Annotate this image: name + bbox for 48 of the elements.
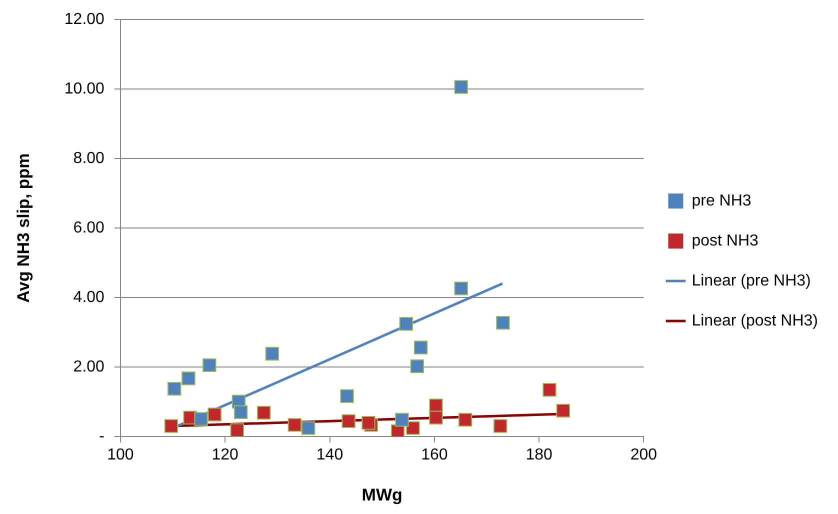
y-tick-label: 12.00 — [64, 11, 105, 28]
x-tick-label: 120 — [212, 446, 239, 464]
legend-label: Linear (post NH3) — [692, 312, 818, 330]
point — [458, 412, 472, 427]
legend-label: Linear (pre NH3) — [692, 272, 811, 290]
point — [429, 398, 443, 412]
point — [395, 412, 409, 427]
y-tick-label: 10.00 — [64, 80, 105, 98]
point — [342, 414, 356, 428]
legend-label: pre NH3 — [692, 192, 752, 210]
point — [454, 80, 468, 94]
x-tick-label: 100 — [107, 446, 134, 464]
point — [340, 389, 354, 403]
point — [230, 423, 244, 436]
x-tick-label: 200 — [630, 446, 658, 464]
point — [410, 359, 424, 374]
y-tick-label: - — [99, 428, 104, 445]
point — [202, 358, 216, 372]
point — [164, 419, 178, 433]
point — [414, 340, 428, 354]
point — [208, 408, 222, 422]
point — [167, 382, 182, 396]
point — [362, 416, 376, 430]
point — [496, 316, 510, 330]
y-tick-label: 2.00 — [73, 358, 105, 376]
y-tick-label: 6.00 — [73, 219, 105, 236]
point — [493, 419, 508, 433]
y-tick-label: 8.00 — [73, 150, 105, 167]
x-tick-label: 180 — [526, 446, 553, 464]
legend-label: post NH3 — [692, 232, 759, 250]
point — [301, 421, 316, 435]
y-axis-title: Avg NH3 slip, ppm — [14, 153, 33, 303]
x-tick-label: 140 — [316, 446, 344, 464]
point — [399, 317, 414, 331]
point — [406, 421, 420, 435]
point — [454, 282, 468, 296]
point — [542, 382, 556, 397]
point — [234, 405, 248, 419]
point — [194, 412, 208, 426]
x-axis-title: MWg — [362, 485, 402, 504]
x-tick-label: 160 — [421, 446, 448, 464]
point — [288, 418, 302, 432]
point — [429, 410, 443, 425]
point — [556, 404, 570, 418]
point — [182, 372, 196, 386]
y-tick-label: 4.00 — [73, 288, 105, 306]
point — [256, 406, 271, 420]
point — [265, 346, 280, 361]
